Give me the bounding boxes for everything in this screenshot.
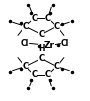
- Text: H: H: [38, 44, 45, 53]
- Text: C: C: [54, 62, 60, 71]
- Text: C: C: [31, 14, 37, 23]
- Text: C: C: [22, 22, 28, 31]
- Text: C: C: [45, 70, 51, 79]
- Text: C: C: [22, 62, 28, 71]
- Text: C: C: [45, 14, 51, 23]
- Text: C: C: [38, 30, 44, 39]
- Text: Zr: Zr: [44, 41, 55, 50]
- Text: Cl: Cl: [21, 39, 29, 48]
- Text: C: C: [31, 70, 37, 79]
- Text: C: C: [54, 22, 60, 31]
- Text: C: C: [38, 54, 44, 63]
- Text: Cl: Cl: [61, 39, 69, 48]
